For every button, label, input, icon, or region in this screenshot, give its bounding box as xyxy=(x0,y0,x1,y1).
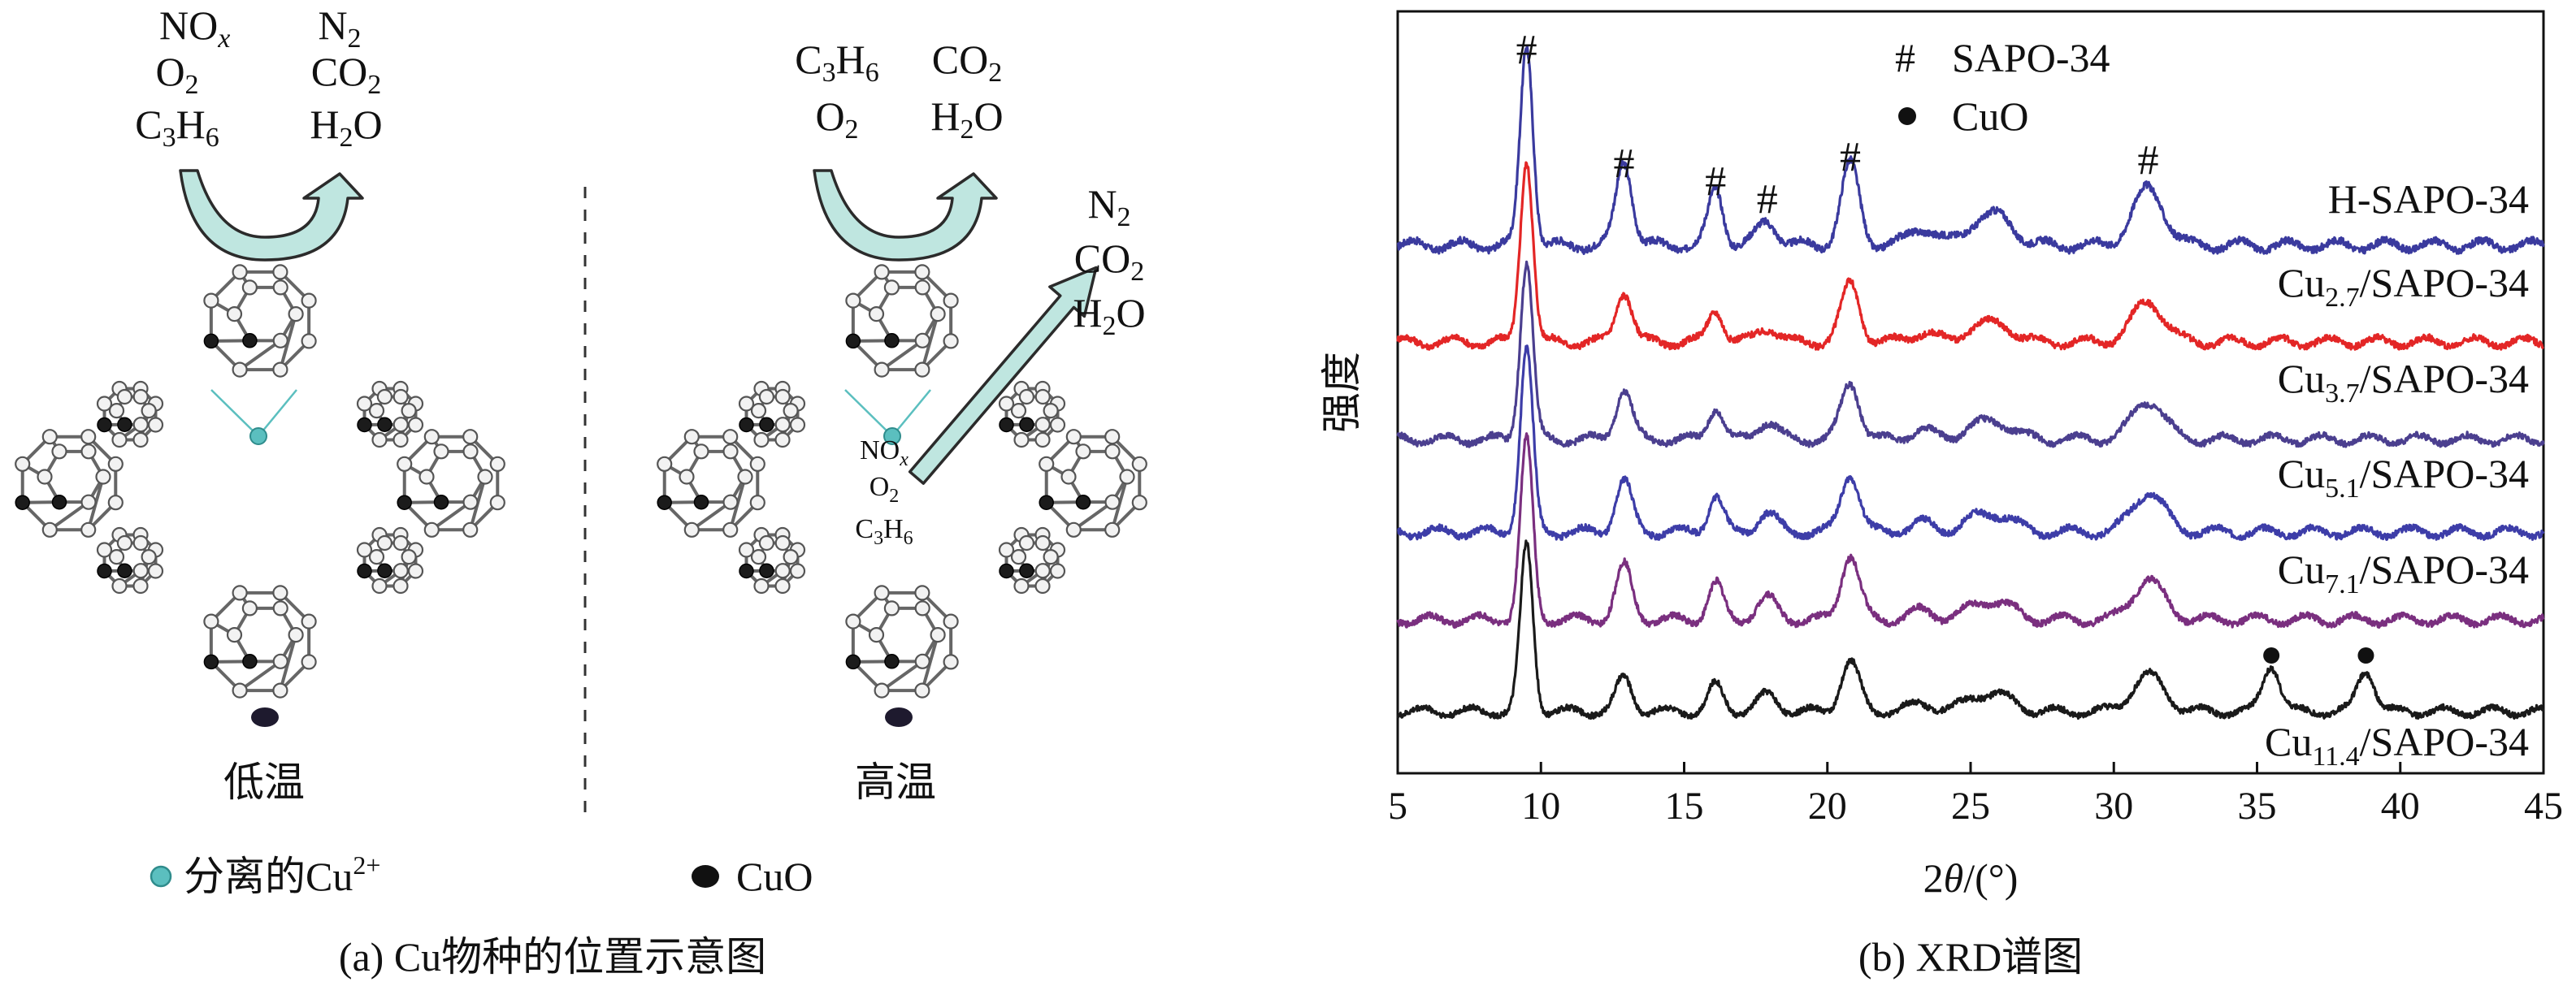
cuo-particle-bottom-low xyxy=(251,707,279,727)
sapo-peak-marker: # xyxy=(1705,158,1726,205)
xrd-series-2 xyxy=(1396,260,2545,448)
u-turn-arrow-low xyxy=(179,169,364,262)
isolated-cu-legend-icon xyxy=(150,865,172,888)
xrd-series-3 xyxy=(1397,344,2545,541)
xrd-legend: # SAPO-34 CuO xyxy=(1895,35,2110,139)
trace-label: Cu3.7/SAPO-34 xyxy=(2278,356,2529,409)
high-reactant-o2: O2 xyxy=(815,93,858,145)
low-temp-products: N2 CO2 H2O xyxy=(310,2,382,153)
inner-product-n2: N2 xyxy=(1087,181,1130,232)
xrd-series-5 xyxy=(1396,539,2545,720)
panel-a-caption: (a) Cu物种的位置示意图 xyxy=(339,934,766,980)
xrd-series-1 xyxy=(1396,161,2544,351)
high-product-h2o: H2O xyxy=(930,93,1003,145)
trace-labels: H-SAPO-34 Cu2.7/SAPO-34 Cu3.7/SAPO-34 Cu5.1… xyxy=(2265,176,2529,772)
x-tick-label: 25 xyxy=(1951,785,1990,828)
inner-reactant-c3h6: C3H6 xyxy=(855,514,913,549)
xrd-series-4 xyxy=(1396,432,2545,629)
x-tick-label: 35 xyxy=(2238,785,2277,828)
cuo-peak-marker xyxy=(2357,647,2374,664)
xrd-series-0 xyxy=(1396,45,2545,255)
y-axis-label: 强度 xyxy=(1319,352,1364,433)
u-turn-arrow-high xyxy=(813,169,998,262)
cuo-particle-bottom-high xyxy=(885,707,913,727)
high-reactant-c3h6: C3H6 xyxy=(795,37,878,88)
x-tick-label: 45 xyxy=(2524,785,2563,828)
sapo-peak-marker: # xyxy=(1757,176,1778,223)
low-reactant-c3h6: C3H6 xyxy=(135,102,219,153)
x-axis-label: 2θ/(°) xyxy=(1923,855,2019,901)
x-tick-label: 5 xyxy=(1388,785,1407,828)
sapo-peak-marker: # xyxy=(1840,134,1861,180)
x-tick-label: 30 xyxy=(2094,785,2133,828)
inner-product-h2o: H2O xyxy=(1073,290,1145,341)
x-tick-label: 10 xyxy=(1521,785,1560,828)
sapo-peak-marker: # xyxy=(2138,137,2159,184)
peak-markers: # # # # # # xyxy=(1516,27,2374,664)
x-tick-label: 40 xyxy=(2381,785,2420,828)
low-temp-reactants: NOx O2 C3H6 xyxy=(135,2,230,153)
x-tick-label: 15 xyxy=(1665,785,1704,828)
sapo-peak-marker: # xyxy=(1516,27,1537,73)
x-tick-label: 20 xyxy=(1808,785,1847,828)
inner-reactant-nox: NOx xyxy=(860,435,909,470)
isolated-cu-site-low xyxy=(210,389,297,445)
x-axis-ticks: 5 10 15 20 25 30 35 40 45 xyxy=(1388,762,2563,828)
high-temp-framework xyxy=(657,264,1147,699)
high-product-co2: CO2 xyxy=(932,37,1002,88)
trace-label: H-SAPO-34 xyxy=(2328,176,2529,222)
legend-cuo-xrd-label: CuO xyxy=(1952,93,2028,139)
legend-sapo-label: SAPO-34 xyxy=(1952,35,2110,80)
high-temp-inner-products: N2 CO2 H2O xyxy=(1073,181,1145,341)
cuo-peak-marker xyxy=(2263,647,2280,664)
legend-sapo-symbol: # xyxy=(1895,35,1915,80)
high-temp-reactants: C3H6 O2 xyxy=(795,37,878,145)
isolated-cu-site-high xyxy=(844,389,931,445)
legend-cuo-label: CuO xyxy=(736,854,813,899)
diffusion-arrow xyxy=(908,266,1098,485)
inner-reactant-o2: O2 xyxy=(870,472,900,507)
high-temp-label: 高温 xyxy=(855,759,936,805)
legend-cuo-dot xyxy=(1898,107,1916,125)
high-temp-products: CO2 H2O xyxy=(930,37,1003,145)
low-reactant-nox: NOx xyxy=(159,2,230,54)
trace-label: Cu2.7/SAPO-34 xyxy=(2278,260,2529,313)
low-product-co2: CO2 xyxy=(311,49,381,100)
panel-a: NOx O2 C3H6 N2 CO2 H2O 低温 C3H6 O2 CO2 H2… xyxy=(15,2,1147,980)
legend-isolated-cu-label: 分离的Cu2+ xyxy=(184,850,380,899)
trace-label: Cu5.1/SAPO-34 xyxy=(2278,451,2529,504)
panel-a-legend: 分离的Cu2+ CuO xyxy=(150,850,813,899)
high-temp-inner-reactants: NOx O2 C3H6 xyxy=(855,435,913,549)
panel-b: # # # # # # H-SAPO-34 Cu2.7/SAPO-34 Cu3.7/SAPO-… xyxy=(1319,10,2563,980)
low-product-h2o: H2O xyxy=(310,102,382,153)
trace-label: Cu11.4/SAPO-34 xyxy=(2265,719,2529,772)
low-product-n2: N2 xyxy=(318,2,361,54)
low-temp-framework xyxy=(15,264,505,699)
low-temp-label: 低温 xyxy=(223,759,305,805)
low-reactant-o2: O2 xyxy=(155,49,198,100)
xrd-traces xyxy=(1396,45,2545,720)
cuo-legend-icon xyxy=(692,865,719,888)
trace-label: Cu7.1/SAPO-34 xyxy=(2278,547,2529,599)
sapo-peak-marker: # xyxy=(1613,141,1634,187)
inner-product-co2: CO2 xyxy=(1074,236,1144,287)
panel-b-caption: (b) XRD谱图 xyxy=(1858,934,2083,980)
